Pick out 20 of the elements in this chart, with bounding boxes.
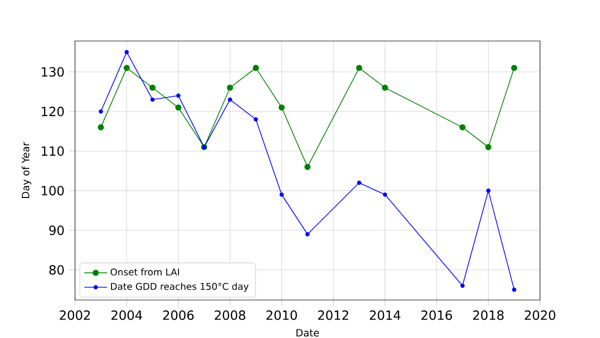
x-tick-label: 2008	[214, 310, 246, 320]
y-tick-label: 100	[42, 186, 64, 196]
legend-label: Onset from LAI	[110, 268, 179, 276]
x-tick-label: 2016	[421, 310, 452, 320]
y-tick-label: 120	[42, 106, 64, 116]
x-tick-label: 2010	[266, 310, 297, 320]
legend-label: Date GDD reaches 150°C day	[111, 282, 249, 292]
x-tick-label: 2012	[318, 310, 348, 320]
x-tick-label: 2020	[524, 310, 556, 320]
x-tick-label: 2002	[60, 310, 90, 320]
y-tick-label: 130	[42, 67, 64, 77]
y-axis-title: Day of Year	[22, 142, 32, 198]
x-tick-label: 2006	[163, 310, 194, 320]
x-tick-label: 2014	[370, 310, 400, 320]
x-tick-label: 2004	[111, 310, 142, 320]
y-tick-label: 90	[49, 225, 64, 236]
y-tick-label: 110	[42, 146, 64, 156]
x-axis-title: Date	[296, 329, 319, 337]
y-tick-label: 80	[49, 265, 64, 275]
x-tick-label: 2018	[473, 310, 504, 320]
